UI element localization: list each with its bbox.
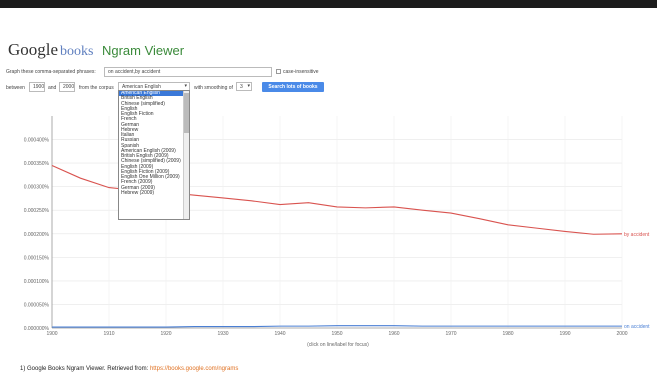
dropdown-scrollbar[interactable] <box>183 91 189 219</box>
y-tick-label: 0.000200% <box>24 232 50 238</box>
series-label[interactable]: on accident <box>624 324 650 330</box>
chevron-down-icon: ▾ <box>184 83 187 89</box>
y-tick-label: 0.000000% <box>24 326 50 332</box>
series-label[interactable]: by accident <box>624 232 650 238</box>
footnote-text: 1) Google Books Ngram Viewer. Retrieved … <box>20 366 150 372</box>
corpus-options: American English British English Chinese (… <box>119 91 189 196</box>
x-tick-label: 1990 <box>559 331 570 337</box>
year-end-input[interactable]: 2000 <box>59 82 75 92</box>
x-tick-label: 1920 <box>160 331 171 337</box>
corpus-option[interactable]: Hebrew (2009) <box>121 189 155 196</box>
corpus-dropdown-list[interactable]: American English British English Chinese (… <box>118 90 190 220</box>
books-logo-text: books <box>60 44 94 59</box>
x-axis-label: (click on line/label for focus) <box>307 342 369 348</box>
corpus-option[interactable]: English One Million (2009) <box>121 174 180 180</box>
y-tick-label: 0.000150% <box>24 255 50 261</box>
x-axis-ticks: 1900 1910 1920 1930 1940 1950 1960 1970 1980 1990… <box>46 331 627 337</box>
chart-grid <box>51 116 623 329</box>
corpus-option[interactable]: Russian <box>121 137 140 144</box>
case-insensitive-checkbox[interactable] <box>276 69 281 74</box>
x-tick-label: 1970 <box>445 331 456 337</box>
case-insensitive-label: case-insensitive <box>283 69 319 75</box>
between-label: between <box>6 85 25 91</box>
search-button[interactable]: Search lots of books <box>262 82 324 92</box>
y-tick-label: 0.000300% <box>24 185 50 191</box>
corpus-label: from the corpus <box>79 85 114 91</box>
y-tick-label: 0.000050% <box>24 302 50 308</box>
corpus-option[interactable]: Chinese (simplified) <box>121 100 165 107</box>
and-label: and <box>48 85 57 91</box>
corpus-option[interactable]: French (2009) <box>121 179 153 186</box>
corpus-select-value: American English <box>122 84 161 90</box>
corpus-option[interactable]: English Fiction (2009) <box>121 168 170 175</box>
series-line[interactable] <box>52 325 622 328</box>
google-logo-text: Google <box>8 40 59 59</box>
corpus-option[interactable]: German (2009) <box>121 184 155 191</box>
y-tick-label: 0.000400% <box>24 138 50 144</box>
smoothing-select[interactable]: 3 ▾ <box>236 82 252 91</box>
x-tick-label: 1910 <box>103 331 114 337</box>
y-tick-label: 0.000100% <box>24 279 50 285</box>
app-logo[interactable]: Google books Ngram Viewer <box>8 40 184 60</box>
x-tick-label: 1950 <box>331 331 342 337</box>
x-tick-label: 1980 <box>502 331 513 337</box>
x-tick-label: 1940 <box>274 331 285 337</box>
corpus-option[interactable]: British English (2009) <box>121 153 169 159</box>
corpus-option[interactable]: American English (2009) <box>121 147 176 154</box>
corpus-option[interactable]: German <box>121 121 140 128</box>
corpus-option[interactable]: Italian <box>121 132 135 138</box>
corpus-option[interactable]: Spanish <box>121 142 140 149</box>
corpus-option[interactable]: French <box>121 116 137 123</box>
y-axis-ticks: 0.000000% 0.000050% 0.000100% 0.000150% 0.00… <box>24 138 50 332</box>
x-tick-label: 1960 <box>388 331 399 337</box>
footnote-link[interactable]: https://books.google.com/ngrams <box>149 366 239 372</box>
scrollbar-thumb[interactable] <box>184 93 189 133</box>
graph-phrases-label: Graph these comma-separated phrases: <box>6 69 96 75</box>
chevron-down-icon: ▾ <box>247 83 250 89</box>
corpus-option[interactable]: American English <box>119 91 189 97</box>
x-tick-label: 1930 <box>217 331 228 337</box>
smoothing-label: with smoothing of <box>194 85 233 91</box>
y-tick-label: 0.000350% <box>24 161 50 167</box>
corpus-option[interactable]: English <box>121 105 138 112</box>
top-bar <box>0 0 657 8</box>
year-start-input[interactable]: 1900 <box>29 82 45 92</box>
footnote: 1) Google Books Ngram Viewer. Retrieved … <box>20 366 238 372</box>
corpus-option[interactable]: Chinese (simplified) (2009) <box>121 158 181 165</box>
x-tick-label: 2000 <box>616 331 627 337</box>
corpus-option[interactable]: English Fiction <box>121 111 154 117</box>
x-tick-label: 1900 <box>46 331 57 337</box>
y-tick-label: 0.000250% <box>24 208 50 214</box>
corpus-option[interactable]: English (2009) <box>121 163 154 170</box>
query-input[interactable]: on accident,by accident <box>104 67 272 77</box>
corpus-option[interactable]: British English <box>121 95 153 102</box>
app-title: Ngram Viewer <box>101 43 185 58</box>
corpus-option[interactable]: Hebrew <box>121 126 139 133</box>
smoothing-value: 3 <box>240 84 243 90</box>
